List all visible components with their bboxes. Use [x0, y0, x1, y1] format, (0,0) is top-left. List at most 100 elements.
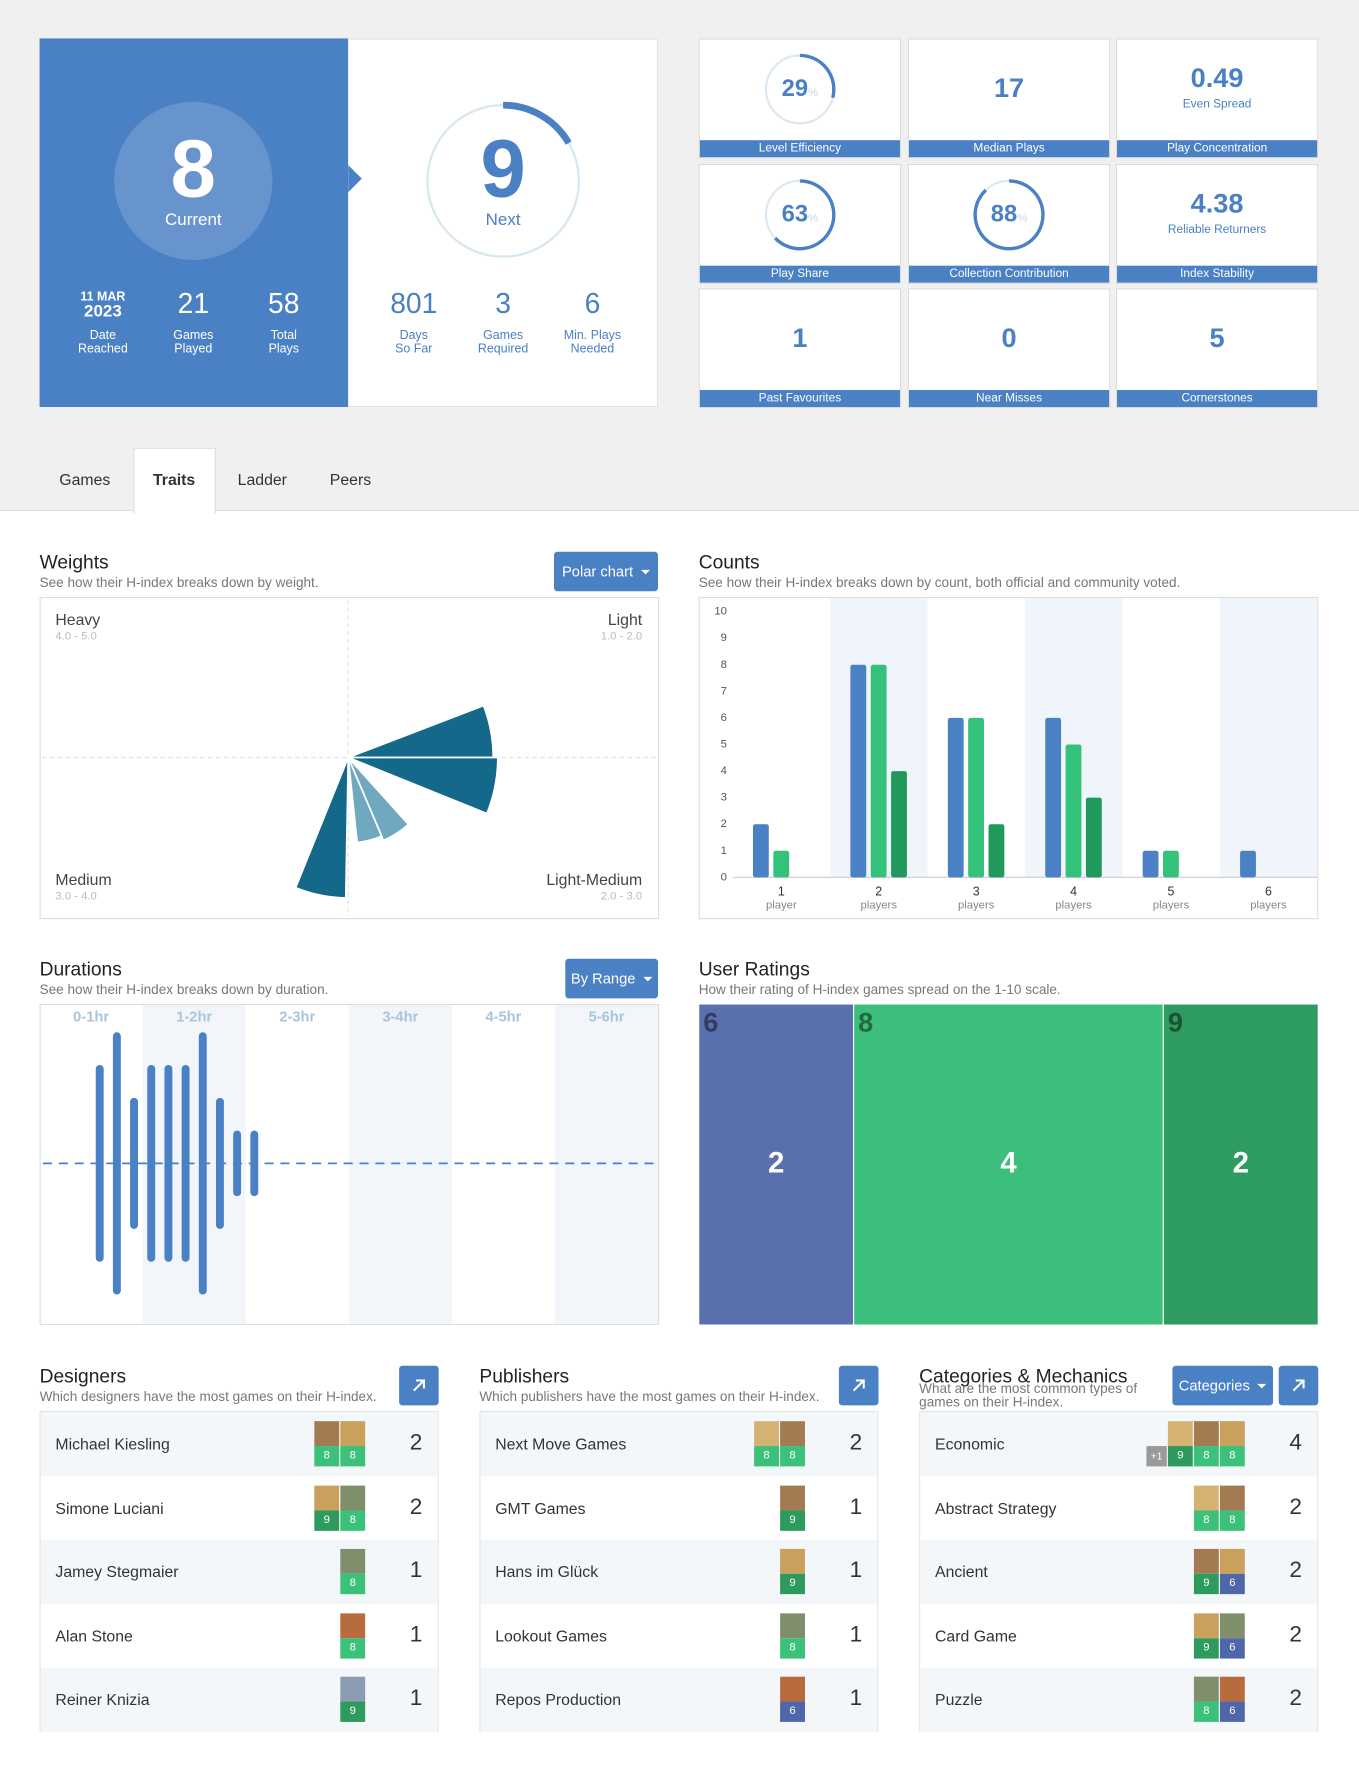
dropdown-button[interactable]: By Range	[565, 958, 659, 999]
quadrant-range: 2.0 - 3.0	[601, 891, 642, 903]
list-row[interactable]	[480, 1668, 878, 1733]
metric-caption: Even Spread	[1182, 97, 1252, 111]
game-thumbnail	[780, 1485, 805, 1511]
category-band	[1024, 598, 1123, 878]
range-label: 5-6hr	[589, 1009, 625, 1025]
section-title: Categories & Mechanics	[919, 1365, 1128, 1388]
game-thumbnail	[1193, 1613, 1219, 1639]
metric-label: Collection Contribution	[909, 265, 1110, 283]
metric-value: 0	[1001, 323, 1017, 354]
range-band	[348, 1005, 452, 1324]
list-row[interactable]	[40, 1412, 438, 1477]
stat-label: Games	[173, 329, 214, 343]
list-row[interactable]	[920, 1668, 1318, 1733]
list-row[interactable]	[480, 1476, 878, 1541]
stat-label: Games	[483, 329, 524, 343]
bar	[773, 850, 790, 878]
game-thumbnail	[780, 1421, 805, 1447]
quadrant-range: 4.0 - 5.0	[55, 631, 96, 643]
tab[interactable]: Traits	[152, 470, 196, 489]
stat-value: 2023	[84, 301, 122, 322]
list-row[interactable]	[480, 1412, 878, 1477]
tab[interactable]: Ladder	[237, 470, 287, 489]
rating-count: 4	[1000, 1146, 1017, 1179]
quadrant-range: 1.0 - 2.0	[601, 631, 642, 643]
caret	[1257, 1383, 1267, 1388]
x-tick-label: 1	[778, 884, 785, 898]
open-button[interactable]	[399, 1365, 439, 1406]
active-tab	[133, 447, 216, 514]
game-thumbnail	[1219, 1549, 1245, 1575]
game-thumbnail	[1219, 1485, 1245, 1511]
row-count: 2	[1289, 1686, 1302, 1712]
game-thumbnail	[780, 1613, 805, 1639]
x-tick-unit: players	[958, 900, 995, 912]
rating-count: 2	[1233, 1146, 1249, 1179]
dropdown-button[interactable]: Categories	[1172, 1365, 1274, 1406]
section-title: User Ratings	[698, 958, 810, 981]
open-button[interactable]	[838, 1365, 879, 1406]
row-name: Abstract Strategy	[935, 1498, 1057, 1517]
category-band	[1219, 598, 1318, 878]
duration-bar	[250, 1130, 259, 1197]
stat-value: 21	[177, 288, 210, 320]
x-tick-unit: players	[1055, 900, 1092, 912]
x-tick-label: 2	[875, 884, 882, 898]
list-row[interactable]	[920, 1476, 1318, 1541]
row-count: 1	[849, 1622, 863, 1648]
range-label: 0-1hr	[73, 1009, 109, 1025]
game-rating: 6	[1219, 1701, 1245, 1723]
row-name: Repos Production	[495, 1690, 622, 1709]
row-count: 1	[409, 1558, 423, 1584]
chart-box	[39, 1003, 660, 1326]
range-label: 2-3hr	[279, 1009, 315, 1025]
open-button[interactable]	[1278, 1365, 1319, 1406]
game-rating: 9	[340, 1701, 366, 1723]
stat-label: Reached	[77, 342, 128, 357]
game-thumbnail	[314, 1485, 340, 1511]
y-tick-label: 7	[721, 685, 727, 697]
metric-value: 88%	[908, 201, 1110, 228]
dropdown-button[interactable]: Polar chart	[553, 551, 659, 592]
x-tick-unit: players	[1153, 900, 1190, 912]
bar	[752, 824, 769, 878]
tab[interactable]: Games	[59, 470, 111, 489]
row-name: Hans im Glück	[495, 1562, 599, 1581]
bar	[1085, 797, 1102, 878]
list-row[interactable]	[480, 1540, 878, 1605]
button-label: Categories	[1178, 1377, 1250, 1395]
y-tick-label: 4	[721, 765, 727, 777]
bar	[850, 664, 867, 878]
next-level: 9	[480, 124, 526, 215]
x-tick-unit: players	[1250, 900, 1287, 912]
list-row[interactable]	[40, 1476, 438, 1541]
list-row[interactable]	[920, 1540, 1318, 1605]
list-row[interactable]	[920, 1604, 1318, 1669]
list-row[interactable]	[920, 1412, 1318, 1477]
list-row[interactable]	[40, 1668, 438, 1733]
game-rating: 8	[1219, 1446, 1245, 1467]
metric-value: 29%	[699, 76, 901, 103]
next-label: Next	[485, 210, 521, 230]
game-rating: 6	[1219, 1574, 1245, 1595]
polar-wedge	[347, 704, 495, 759]
row-count: 2	[1289, 1622, 1302, 1648]
game-thumbnail	[340, 1677, 366, 1702]
game-thumbnail	[1219, 1613, 1245, 1639]
bar	[1045, 717, 1062, 878]
quadrant-label: Light	[608, 612, 643, 629]
metric-value: 17	[993, 73, 1025, 105]
list-row[interactable]	[40, 1540, 438, 1605]
metric-number: 88	[990, 201, 1018, 228]
row-name: Card Game	[935, 1626, 1017, 1645]
row-count: 4	[1289, 1430, 1302, 1456]
chart-box	[39, 596, 660, 920]
current-label: Current	[165, 210, 222, 230]
tab[interactable]: Peers	[329, 470, 372, 489]
list-row[interactable]	[480, 1604, 878, 1669]
list-row[interactable]	[40, 1604, 438, 1669]
metric-unit: %	[1017, 212, 1028, 225]
metric-label: Level Efficiency	[699, 140, 900, 158]
x-tick-label: 5	[1168, 884, 1175, 898]
game-rating: 6	[1219, 1638, 1245, 1659]
